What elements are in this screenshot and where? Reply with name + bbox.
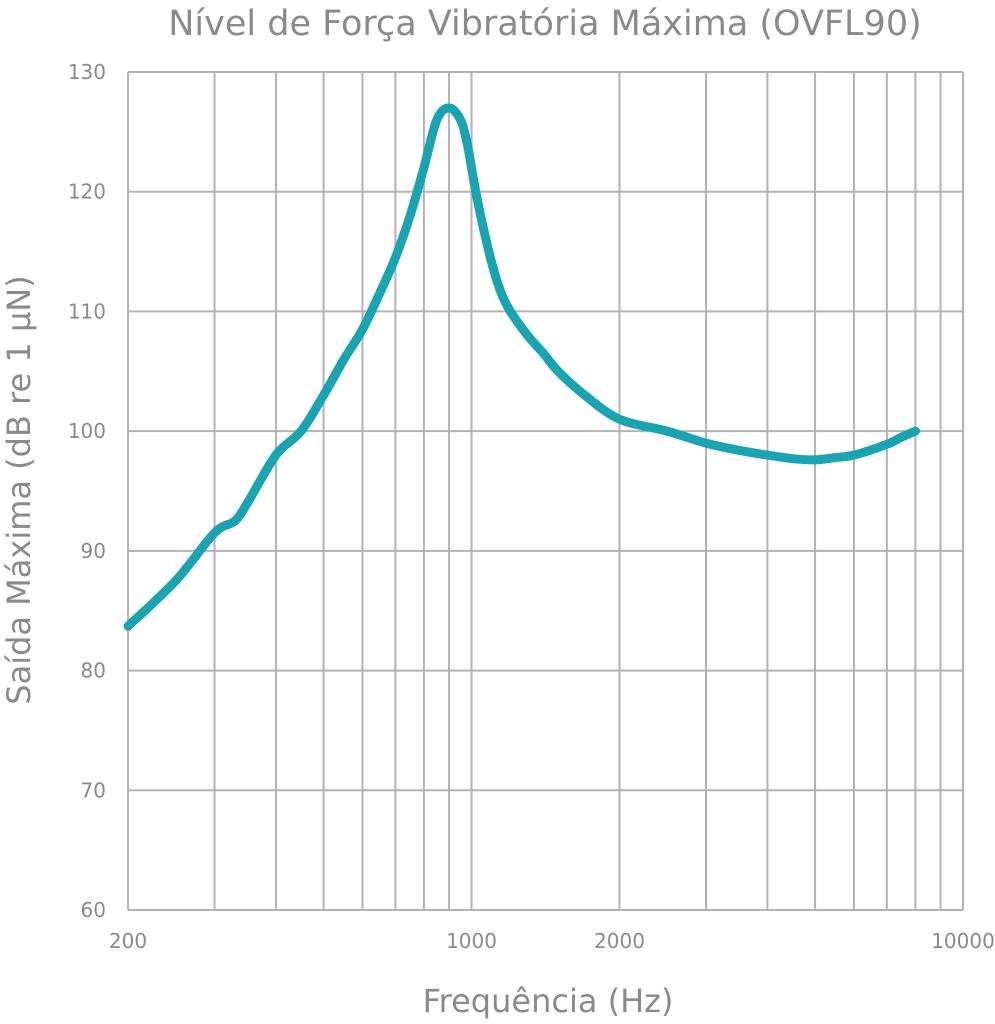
grid <box>127 71 964 911</box>
x-tick-label: 10000 <box>931 929 995 953</box>
y-tick-label: 110 <box>68 299 106 323</box>
chart-title: Nível de Força Vibratória Máxima (OVFL90… <box>168 4 922 44</box>
y-tick-label: 120 <box>68 180 106 204</box>
y-tick-label: 70 <box>81 778 106 802</box>
series <box>123 103 920 631</box>
x-tick-labels: 200 1000 2000 10000 <box>109 929 995 953</box>
series-line <box>123 103 920 631</box>
x-tick-label: 200 <box>109 929 147 953</box>
y-tick-label: 90 <box>81 539 106 563</box>
y-tick-label: 80 <box>81 659 106 683</box>
x-tick-label: 1000 <box>446 929 497 953</box>
y-tick-labels: 60 70 80 90 100 110 120 130 <box>68 60 106 922</box>
x-axis-label: Frequência (Hz) <box>423 982 674 1020</box>
y-tick-label: 130 <box>68 60 106 84</box>
y-axis-label: Saída Máxima (dB re 1 μN) <box>0 275 38 704</box>
y-tick-label: 100 <box>68 419 106 443</box>
y-tick-label: 60 <box>81 898 106 922</box>
x-tick-label: 2000 <box>594 929 645 953</box>
